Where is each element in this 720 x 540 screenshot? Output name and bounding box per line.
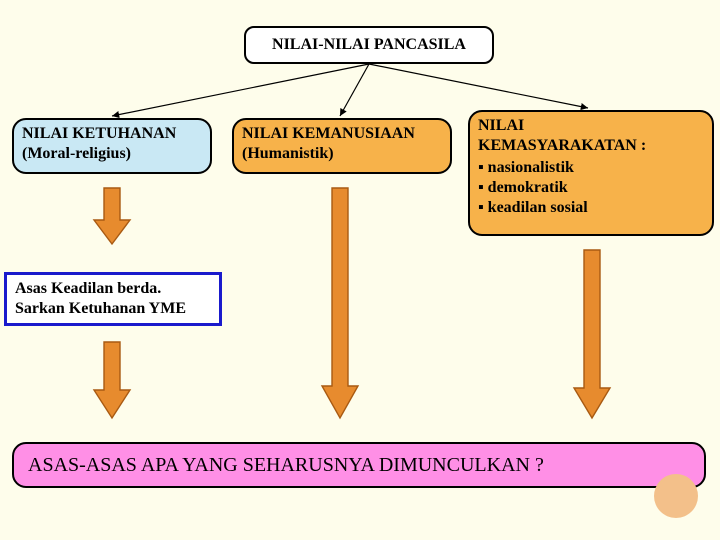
list-item: nasionalistik: [478, 158, 704, 178]
kemasyarakatan-h1: NILAI: [478, 116, 704, 136]
slide-canvas: NILAI-NILAI PANCASILA NILAI KETUHANAN (M…: [0, 0, 720, 540]
list-item: demokratik: [478, 178, 704, 198]
ketuhanan-line2: (Moral-religius): [22, 144, 202, 164]
asaskb-line2: Sarkan Ketuhanan YME: [15, 299, 211, 319]
kemanusiaan-line2: (Humanistik): [242, 144, 442, 164]
arrow-kemasyarakatan-down: [572, 248, 612, 420]
arrow-kemanusiaan-down: [320, 186, 360, 420]
bottom-question-text: ASAS-ASAS APA YANG SEHARUSNYA DIMUNCULKA…: [28, 453, 544, 478]
box-asas-keadilan: Asas Keadilan berda. Sarkan Ketuhanan YM…: [4, 272, 222, 326]
list-item: keadilan sosial: [478, 198, 704, 218]
arrow-asaskb-down: [92, 340, 132, 420]
corner-dot-icon: [654, 474, 698, 518]
arrow-ketuhanan-down: [92, 186, 132, 246]
asaskb-line1: Asas Keadilan berda.: [15, 279, 211, 299]
bottom-question-bar: ASAS-ASAS APA YANG SEHARUSNYA DIMUNCULKA…: [12, 442, 706, 488]
kemasyarakatan-list: nasionalistik demokratik keadilan sosial: [478, 158, 704, 218]
ketuhanan-line1: NILAI KETUHANAN: [22, 124, 202, 144]
kemanusiaan-line1: NILAI KEMANUSIAAN: [242, 124, 442, 144]
box-kemanusiaan: NILAI KEMANUSIAAN (Humanistik): [232, 118, 452, 174]
kemasyarakatan-h2: KEMASYARAKATAN :: [478, 136, 704, 156]
box-kemasyarakatan: NILAI KEMASYARAKATAN : nasionalistik dem…: [468, 110, 714, 236]
box-ketuhanan: NILAI KETUHANAN (Moral-religius): [12, 118, 212, 174]
